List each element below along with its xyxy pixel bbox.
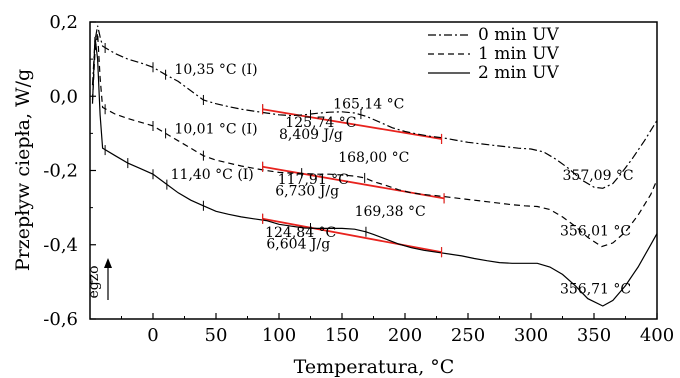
- data-annotation: 117,91 °C: [278, 172, 349, 188]
- data-annotation: 6,730 J/g: [275, 184, 339, 200]
- x-tick-label: 100: [262, 325, 296, 346]
- data-annotation: 357,09 °C: [563, 168, 634, 184]
- x-tick-label: 0: [147, 325, 158, 346]
- exo-arrow-head: [104, 258, 112, 268]
- annotations-layer: 10,35 °C (I) 165,14 °C 125,74 °C8,409 J/g 3…: [171, 62, 634, 297]
- data-annotation: 165,14 °C: [333, 97, 404, 113]
- data-annotation: 124,84 °C: [265, 225, 336, 241]
- x-tick-label: 250: [451, 325, 485, 346]
- x-tick-label: 300: [514, 325, 548, 346]
- baseline-2: [262, 165, 445, 200]
- data-annotation: 169,38 °C: [355, 204, 426, 220]
- y-axis-title: Przepływ ciepła, W/g: [12, 69, 34, 271]
- data-annotation: 11,40 °C (I): [171, 167, 254, 183]
- baseline-1: [262, 108, 442, 140]
- legend: 0 min UV1 min UV2 min UV: [428, 25, 559, 83]
- data-annotation: 125,74 °C: [285, 115, 356, 131]
- data-annotation: 6,604 J/g: [266, 236, 330, 252]
- y-tick-label: -0,4: [43, 235, 78, 256]
- data-annotation: 10,01 °C (I): [174, 121, 257, 137]
- x-axis-title: Temperatura, °C: [294, 356, 455, 378]
- exo-label: egzo: [86, 265, 102, 298]
- data-annotation: 356,01 °C: [560, 223, 631, 239]
- x-tick-label: 350: [577, 325, 611, 346]
- x-axis: 0 50 100 150 200 250 300 350 400: [121, 313, 674, 346]
- y-axis: -0,6 -0,4 -0,2 0,0 0,2: [43, 12, 96, 330]
- x-tick-label: 200: [388, 325, 422, 346]
- series-line-dash: [91, 33, 658, 248]
- x-tick-label: 400: [640, 325, 674, 346]
- legend-label: 1 min UV: [478, 44, 559, 64]
- y-tick-label: -0,2: [43, 161, 78, 182]
- data-annotation: 356,71 °C: [560, 281, 631, 297]
- legend-label: 2 min UV: [478, 63, 559, 83]
- tick-marks-layer: [104, 42, 445, 258]
- data-annotation: 168,00 °C: [338, 150, 409, 166]
- exo-indicator: egzo: [86, 258, 112, 300]
- data-annotation: 8,409 J/g: [279, 127, 343, 143]
- x-tick-label: 50: [205, 325, 228, 346]
- baseline-3: [262, 217, 442, 254]
- legend-label: 0 min UV: [478, 25, 559, 45]
- series-line-solid: [91, 36, 658, 307]
- y-tick-label: -0,6: [43, 309, 78, 330]
- y-tick-label: 0,0: [49, 86, 78, 107]
- data-annotation: 10,35 °C (I): [174, 62, 257, 78]
- y-tick-label: 0,2: [49, 12, 78, 33]
- x-tick-label: 150: [325, 325, 359, 346]
- baselines-layer: [262, 108, 445, 254]
